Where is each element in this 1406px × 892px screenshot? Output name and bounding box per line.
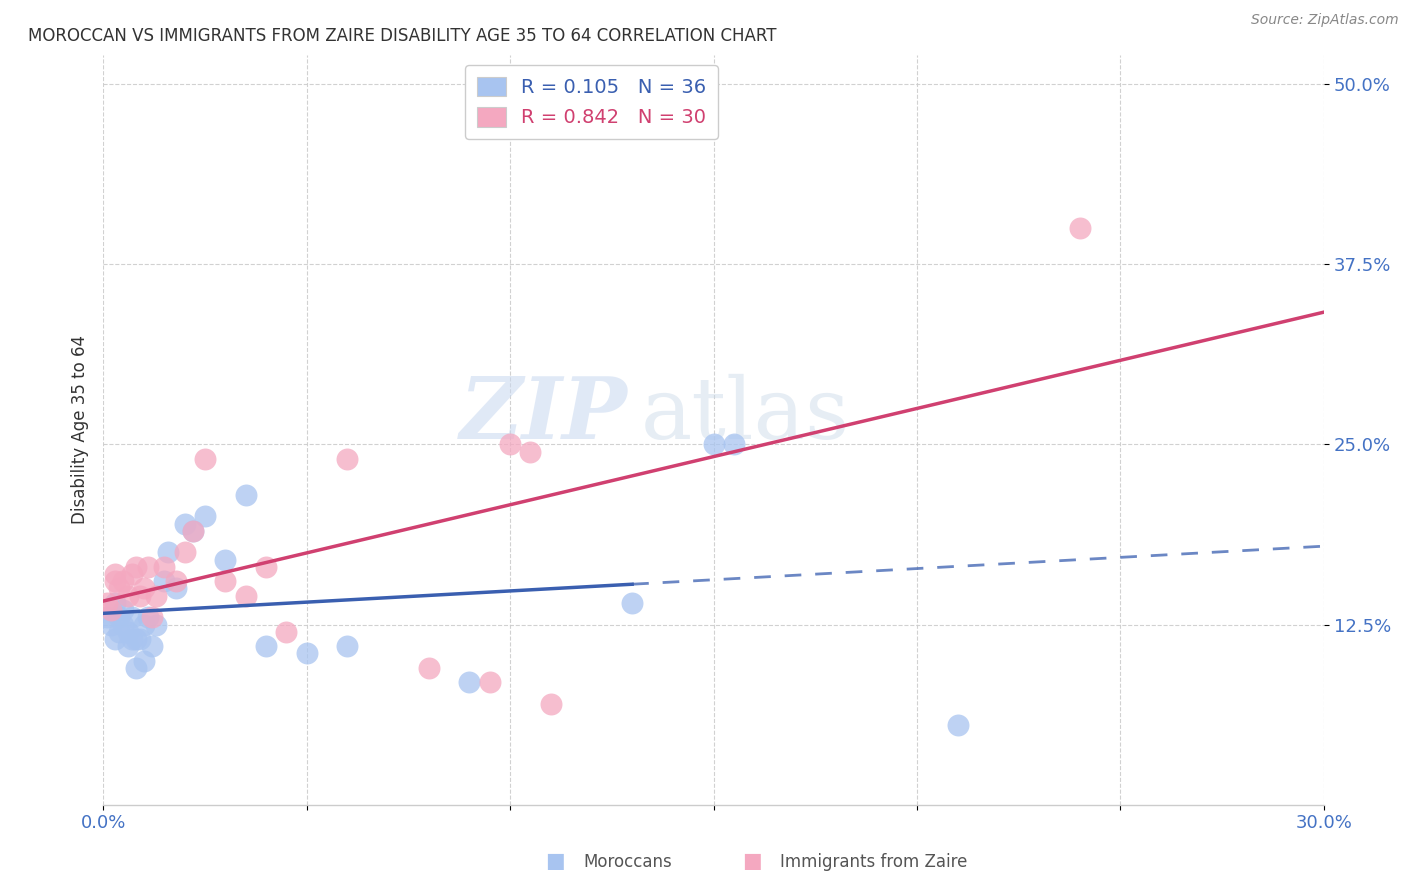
Point: [108, 582, 131, 596]
Point: [108, 624, 131, 639]
Point: [540, 697, 562, 711]
Point: [132, 654, 155, 668]
Point: [181, 524, 204, 538]
Point: [104, 567, 127, 582]
Point: [276, 624, 298, 639]
Text: ■: ■: [546, 851, 565, 871]
Point: [181, 524, 204, 538]
Point: [153, 559, 176, 574]
Point: [194, 509, 217, 524]
Point: [157, 545, 180, 559]
Text: MOROCCAN VS IMMIGRANTS FROM ZAIRE DISABILITY AGE 35 TO 64 CORRELATION CHART: MOROCCAN VS IMMIGRANTS FROM ZAIRE DISABI…: [28, 27, 776, 45]
Point: [141, 639, 163, 653]
Point: [235, 488, 257, 502]
Point: [499, 437, 522, 451]
Point: [96, 610, 118, 624]
Point: [136, 559, 159, 574]
Text: ZIP: ZIP: [460, 373, 628, 457]
Point: [336, 639, 359, 653]
Point: [125, 559, 148, 574]
Point: [121, 632, 143, 646]
Point: [418, 661, 440, 675]
Text: Source: ZipAtlas.com: Source: ZipAtlas.com: [1251, 13, 1399, 28]
Point: [519, 444, 541, 458]
Point: [141, 610, 163, 624]
Point: [1069, 221, 1091, 235]
Point: [702, 437, 724, 451]
Point: [173, 545, 195, 559]
Point: [104, 574, 127, 589]
Point: [621, 596, 644, 610]
Point: [723, 437, 745, 451]
Text: ■: ■: [742, 851, 762, 871]
Point: [128, 632, 150, 646]
Point: [153, 574, 176, 589]
Legend: R = 0.105   N = 36, R = 0.842   N = 30: R = 0.105 N = 36, R = 0.842 N = 30: [465, 65, 718, 139]
Point: [108, 610, 131, 624]
Point: [254, 559, 277, 574]
Point: [100, 603, 122, 617]
Point: [132, 617, 155, 632]
Point: [165, 582, 187, 596]
Point: [125, 661, 148, 675]
Point: [125, 632, 148, 646]
Point: [173, 516, 195, 531]
Point: [112, 617, 135, 632]
Point: [100, 617, 122, 632]
Point: [104, 596, 127, 610]
Point: [136, 610, 159, 624]
Text: Immigrants from Zaire: Immigrants from Zaire: [780, 853, 967, 871]
Point: [117, 639, 139, 653]
Point: [946, 718, 969, 732]
Point: [165, 574, 187, 589]
Text: Moroccans: Moroccans: [583, 853, 672, 871]
Point: [112, 574, 135, 589]
Point: [254, 639, 277, 653]
Point: [132, 582, 155, 596]
Y-axis label: Disability Age 35 to 64: Disability Age 35 to 64: [72, 335, 89, 524]
Point: [145, 589, 167, 603]
Point: [104, 632, 127, 646]
Point: [194, 451, 217, 466]
Point: [145, 617, 167, 632]
Point: [478, 675, 501, 690]
Point: [121, 567, 143, 582]
Point: [214, 574, 236, 589]
Text: atlas: atlas: [640, 374, 849, 457]
Point: [295, 646, 318, 660]
Point: [128, 589, 150, 603]
Point: [96, 596, 118, 610]
Point: [235, 589, 257, 603]
Point: [117, 624, 139, 639]
Point: [117, 589, 139, 603]
Point: [121, 610, 143, 624]
Point: [214, 552, 236, 566]
Point: [458, 675, 481, 690]
Point: [112, 603, 135, 617]
Point: [336, 451, 359, 466]
